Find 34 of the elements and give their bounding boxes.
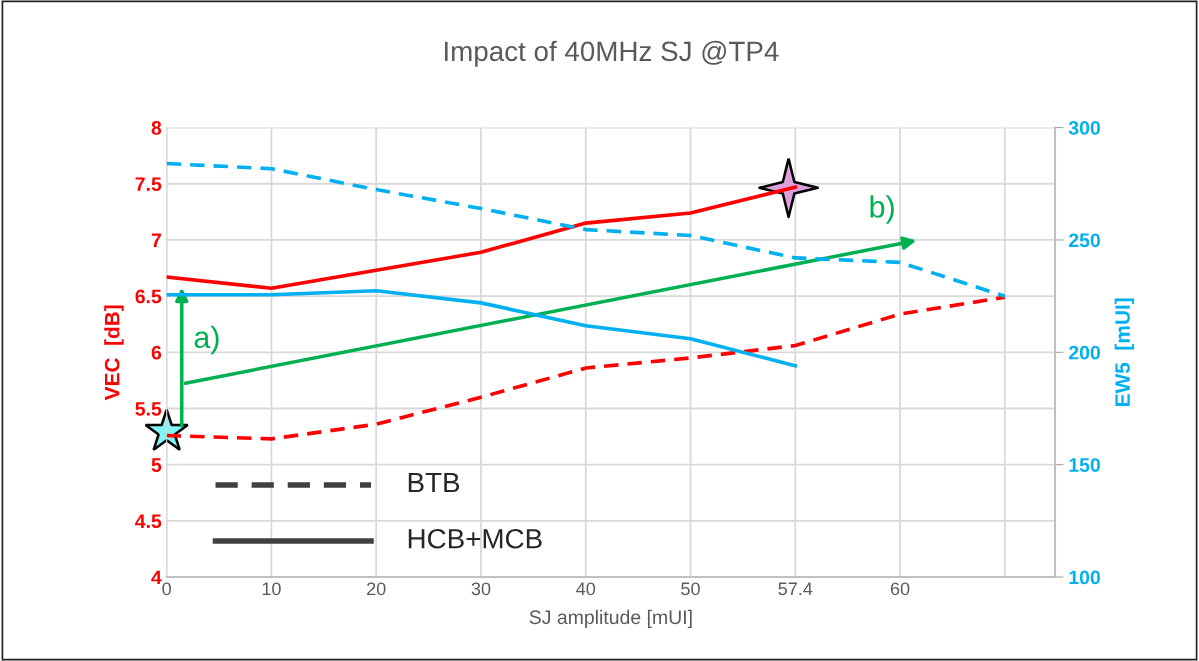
y-tick-label: 5.5 [135,402,162,416]
y2-axis-title: EW5 [mUI] [1114,298,1135,406]
line-series [166,288,798,368]
annotation: HCB+MCB [408,528,542,549]
annotation: b) [870,195,894,224]
x-tick-label: 40 [576,582,596,596]
y-tick-label: 7.5 [135,177,162,191]
y2-tick-label: 150 [1069,458,1100,472]
y-tick-label: 4.5 [135,514,162,529]
annotation: BTB [408,472,460,493]
y-axis-title: VEC [dB] [104,305,124,401]
y-tick-label: 8 [151,121,162,135]
x-tick-label: 20 [367,582,386,596]
line-series [166,161,1007,298]
line-series [166,185,798,291]
y-tick-label: 5 [151,458,162,472]
y-tick-label: 7 [151,233,161,247]
x-tick-label: 57.4 [778,582,813,596]
line-series [166,295,1007,441]
y2-tick-label: 300 [1068,121,1100,135]
x-tick-label: 60 [890,582,910,596]
y-tick-label: 6 [151,345,162,360]
y2-tick-label: 100 [1069,570,1100,585]
y-tick-label: 4 [151,570,162,585]
x-tick-label: 10 [262,582,281,596]
x-tick-label: 0 [162,582,171,596]
annotation: a) [194,325,219,355]
y2-tick-label: 200 [1068,345,1100,360]
x-tick-label: 30 [471,582,491,596]
x-tick-label: 50 [681,582,700,596]
y2-tick-label: 250 [1068,233,1100,248]
y-tick-label: 6.5 [135,289,162,304]
x-axis-title: SJ amplitude [mUI] [529,609,692,628]
chart-title: Impact of 40MHz SJ @TP4 [444,40,779,67]
